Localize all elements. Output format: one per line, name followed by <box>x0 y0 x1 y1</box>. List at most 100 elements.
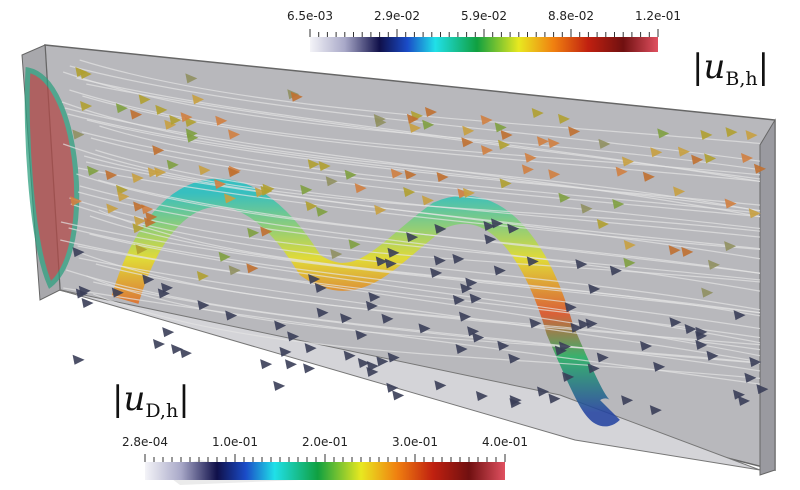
cone <box>430 267 443 278</box>
cone <box>228 265 241 276</box>
cone <box>135 244 148 255</box>
streamline <box>89 215 761 314</box>
delimiter: | <box>692 47 703 87</box>
edge <box>759 118 776 476</box>
cone <box>568 126 581 137</box>
cone <box>706 350 719 361</box>
cone <box>745 130 758 141</box>
cone <box>390 168 403 179</box>
cone <box>196 270 209 281</box>
streamline <box>68 227 761 330</box>
cone <box>452 294 465 305</box>
cone <box>434 380 447 391</box>
cone <box>273 380 286 391</box>
cone <box>152 145 165 156</box>
cone <box>707 259 720 270</box>
cone <box>227 167 240 178</box>
cone <box>308 273 321 284</box>
cone <box>562 371 575 382</box>
cone <box>115 103 128 114</box>
cone <box>749 357 762 368</box>
cone <box>365 300 378 311</box>
cone <box>748 208 761 219</box>
streamline <box>69 65 761 162</box>
cone <box>197 300 210 311</box>
cone <box>615 166 628 177</box>
delimiter: | <box>112 379 123 419</box>
cone <box>547 138 560 149</box>
inlet-region <box>24 66 80 289</box>
streamline <box>95 263 761 346</box>
cone <box>508 353 521 364</box>
cone <box>598 138 611 149</box>
streamline <box>62 143 761 232</box>
cone <box>472 332 485 343</box>
colorbar-title: |uB,h| <box>692 47 769 90</box>
cone <box>406 113 419 124</box>
cone <box>691 154 704 165</box>
streamline <box>95 149 761 238</box>
cone <box>387 352 400 363</box>
cone <box>681 246 694 257</box>
cone <box>424 107 437 118</box>
streamline <box>89 233 761 344</box>
cone <box>340 313 353 324</box>
cone <box>274 320 287 331</box>
cone <box>684 324 697 335</box>
cone <box>105 170 118 181</box>
cone <box>133 201 146 212</box>
cone <box>557 113 570 124</box>
cone <box>287 331 300 342</box>
cone <box>436 172 449 183</box>
cone <box>657 128 670 139</box>
cone <box>609 265 622 276</box>
streamline <box>98 179 761 274</box>
cone <box>740 152 753 163</box>
cone <box>354 183 367 194</box>
streamline <box>64 107 761 218</box>
subscript: D,h <box>145 400 178 422</box>
cone <box>343 350 356 361</box>
cone <box>381 313 394 324</box>
cone <box>260 226 273 237</box>
colorbar-label: 6.5e-03 <box>287 9 333 23</box>
colorbar-label: 8.8e-02 <box>548 9 594 23</box>
cone <box>325 176 338 187</box>
streamline <box>67 113 761 212</box>
cone <box>524 152 537 163</box>
cone <box>316 206 329 217</box>
cone <box>307 159 320 170</box>
cone <box>72 354 85 365</box>
cone <box>480 145 493 156</box>
cone <box>536 136 549 147</box>
cone <box>529 318 542 329</box>
symbol: u <box>123 379 145 419</box>
cone <box>218 251 231 262</box>
cone <box>421 195 434 206</box>
cone <box>469 293 482 304</box>
cone <box>434 223 447 234</box>
cone <box>79 68 92 79</box>
cone <box>475 391 488 402</box>
colorbar-ticks <box>144 454 506 462</box>
cone <box>669 317 682 328</box>
cone <box>406 232 419 243</box>
cone <box>724 198 737 209</box>
cone <box>152 338 165 349</box>
streamline <box>77 167 761 251</box>
cone <box>668 245 681 256</box>
cone <box>142 274 155 285</box>
cone <box>673 186 686 197</box>
cone <box>154 167 167 178</box>
streamline <box>82 95 761 182</box>
cone <box>198 165 211 176</box>
cone <box>732 389 745 400</box>
cone <box>653 361 666 372</box>
cone <box>704 153 717 164</box>
cone <box>403 186 416 197</box>
cone <box>185 128 198 139</box>
cone <box>147 167 160 178</box>
cone <box>214 178 227 189</box>
cone <box>164 119 177 130</box>
colorbar-label: 2.0e-01 <box>302 435 348 449</box>
